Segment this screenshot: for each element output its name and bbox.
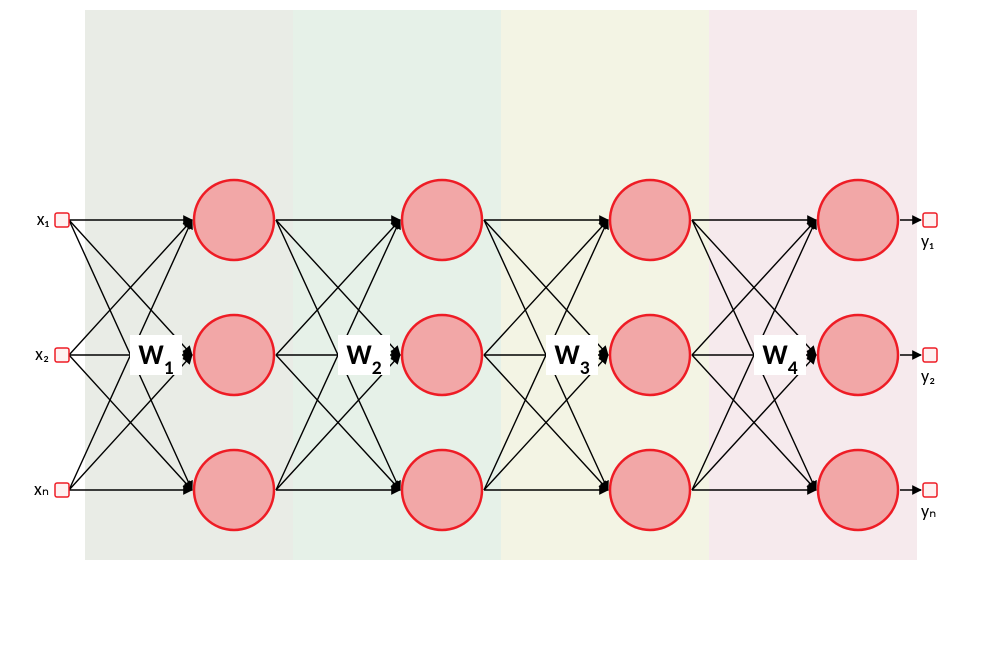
input-label-2: xₙ xyxy=(34,478,49,500)
neuron-l2-2 xyxy=(402,315,482,395)
output-node-1 xyxy=(923,348,937,362)
input-node-0 xyxy=(55,213,69,227)
input-node-2 xyxy=(55,483,69,497)
neuron-l4-2 xyxy=(818,315,898,395)
neuron-l2-3 xyxy=(402,450,482,530)
neuron-l1-3 xyxy=(194,450,274,530)
neuron-l4-3 xyxy=(818,450,898,530)
neuron-l2-1 xyxy=(402,180,482,260)
neuron-l1-2 xyxy=(194,315,274,395)
output-label-1: y₂ xyxy=(921,365,935,387)
neuron-l3-1 xyxy=(610,180,690,260)
neuron-l3-3 xyxy=(610,450,690,530)
input-node-1 xyxy=(55,348,69,362)
output-node-2 xyxy=(923,483,937,497)
diagram-svg: x₁x₂xₙy₁y₂yₙW1W2W3W4 xyxy=(0,0,1000,665)
neuron-l1-1 xyxy=(194,180,274,260)
output-node-0 xyxy=(923,213,937,227)
neuron-l3-2 xyxy=(610,315,690,395)
neuron-l4-1 xyxy=(818,180,898,260)
input-label-0: x₁ xyxy=(37,208,50,230)
output-label-0: y₁ xyxy=(921,230,934,252)
neural-network-diagram: x₁x₂xₙy₁y₂yₙW1W2W3W4 xyxy=(0,0,1000,665)
input-label-1: x₂ xyxy=(35,343,49,365)
output-label-2: yₙ xyxy=(921,500,936,522)
